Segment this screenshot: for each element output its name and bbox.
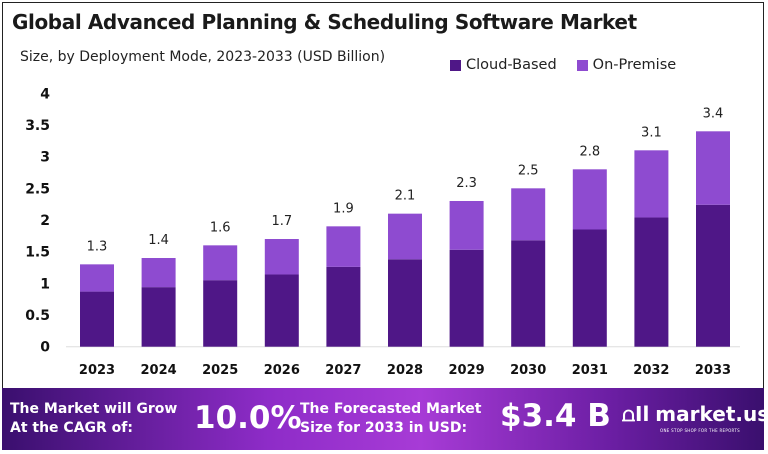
x-tick-label: 2024	[141, 363, 177, 378]
data-label-total: 2.5	[518, 163, 539, 178]
market-us-logo: ⩍Il market.us ONE STOP SHOP FOR THE REPO…	[622, 402, 768, 433]
y-tick-label: 1.5	[25, 245, 50, 261]
x-tick-label: 2027	[325, 363, 361, 378]
bar-on-premise-2032	[634, 150, 669, 218]
forecast-label-line-2: Size for 2033 in USD:	[300, 420, 468, 436]
forecast-label-line-1: The Forecasted Market	[300, 401, 482, 417]
legend-label-on-premise: On-Premise	[592, 57, 677, 73]
y-tick-label: 2	[40, 213, 50, 229]
y-tick-label: 0	[40, 340, 50, 356]
legend-item-on-premise: On-Premise	[576, 57, 677, 73]
bar-on-premise-2029	[449, 200, 484, 250]
forecast-label: The Forecasted Market Size for 2033 in U…	[300, 400, 481, 438]
forecast-value: $3.4 B	[500, 398, 611, 434]
data-label-total: 2.1	[395, 189, 416, 204]
data-label-total: 1.4	[148, 233, 169, 248]
data-label-total: 2.8	[579, 144, 600, 159]
bar-cloud-based-2027	[326, 266, 361, 347]
logo-mark-icon: ⩍Il	[622, 402, 650, 426]
bar-cloud-based-2028	[388, 259, 422, 347]
x-tick-label: 2023	[79, 363, 115, 378]
data-label-total: 1.3	[87, 239, 108, 254]
bar-on-premise-2024	[141, 258, 176, 288]
bar-on-premise-2033	[696, 131, 730, 205]
x-tick-label: 2033	[695, 363, 731, 378]
chart-subtitle: Size, by Deployment Mode, 2023-2033 (USD…	[20, 49, 386, 65]
legend: Cloud-Based On-Premise	[450, 57, 676, 73]
logo-tagline: ONE STOP SHOP FOR THE REPORTS	[660, 428, 740, 433]
bar-on-premise-2026	[264, 239, 299, 275]
cagr-label-line-2: At the CAGR of:	[10, 420, 133, 436]
bar-on-premise-2025	[203, 245, 238, 281]
bar-on-premise-2031	[572, 169, 607, 230]
y-tick-label: 3	[40, 150, 50, 166]
cagr-value: 10.0%	[194, 400, 302, 436]
cagr-label-line-1: The Market will Grow	[10, 401, 178, 417]
data-label-total: 1.7	[271, 214, 292, 229]
legend-swatch-on-premise	[576, 59, 588, 71]
cagr-label: The Market will Grow At the CAGR of:	[10, 400, 177, 438]
x-tick-label: 2029	[449, 363, 485, 378]
bar-on-premise-2030	[511, 188, 546, 241]
x-tick-label: 2026	[264, 363, 300, 378]
bar-cloud-based-2030	[511, 240, 546, 347]
data-label-total: 1.9	[333, 201, 354, 216]
chart-title: Global Advanced Planning & Scheduling So…	[12, 10, 637, 34]
data-label-total: 3.4	[703, 106, 724, 121]
x-tick-label: 2031	[572, 363, 608, 378]
bar-cloud-based-2025	[203, 280, 238, 347]
data-label-total: 3.1	[641, 125, 662, 140]
y-tick-label: 3.5	[25, 118, 50, 134]
x-tick-label: 2030	[510, 363, 546, 378]
bar-cloud-based-2024	[141, 287, 176, 347]
legend-label-cloud-based: Cloud-Based	[466, 57, 557, 73]
bar-cloud-based-2029	[449, 249, 484, 347]
bar-cloud-based-2031	[572, 229, 607, 347]
summary-banner: The Market will Grow At the CAGR of: 10.…	[2, 388, 768, 450]
x-tick-label: 2028	[387, 363, 423, 378]
bar-chart: 0 0.5 1 1.5 2 2.5 3 3.5 4 1.3 2023 1.4 2024 1.6 2025 1.…	[25, 86, 740, 378]
bar-on-premise-2027	[326, 226, 361, 267]
x-tick-label: 2032	[633, 363, 669, 378]
bar-cloud-based-2032	[634, 217, 669, 347]
data-label-total: 1.6	[210, 220, 231, 235]
legend-swatch-cloud-based	[450, 59, 461, 71]
y-tick-label: 1	[40, 276, 50, 292]
logo-text: market.us	[655, 402, 768, 426]
data-label-total: 2.3	[456, 176, 477, 191]
legend-item-cloud-based: Cloud-Based	[450, 57, 557, 73]
y-tick-label: 4	[40, 86, 50, 102]
bar-cloud-based-2023	[80, 291, 114, 347]
y-tick-label: 2.5	[25, 181, 50, 197]
bar-on-premise-2023	[80, 264, 114, 292]
bar-cloud-based-2026	[264, 274, 299, 347]
x-tick-label: 2025	[202, 363, 238, 378]
y-tick-label: 0.5	[25, 308, 50, 324]
bar-cloud-based-2033	[696, 204, 730, 347]
bar-on-premise-2028	[388, 213, 422, 260]
